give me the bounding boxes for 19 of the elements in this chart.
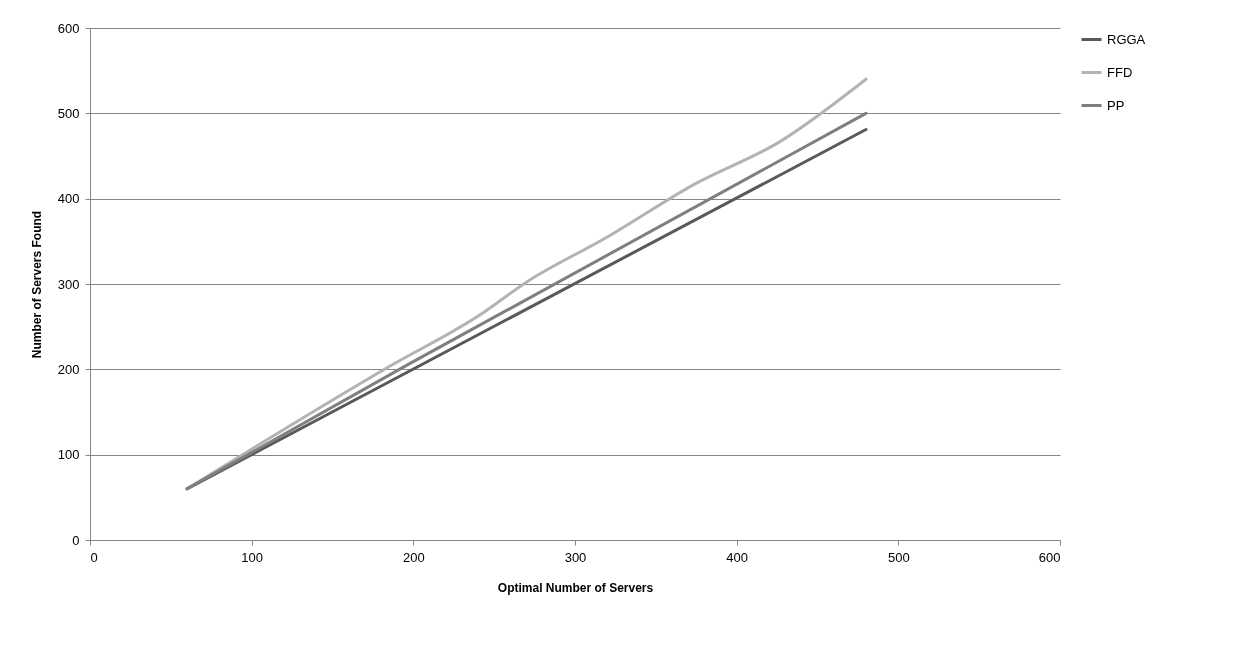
y-tick-label: 200 <box>57 361 80 377</box>
y-tick-label: 300 <box>57 276 80 292</box>
y-tick-label: 600 <box>57 20 80 36</box>
y-tick-label: 100 <box>57 447 80 463</box>
y-tick-label: 400 <box>57 191 80 207</box>
x-tick-label: 200 <box>402 549 425 565</box>
legend-label: PP <box>1107 97 1125 113</box>
x-tick-label: 100 <box>241 549 264 565</box>
x-axis-title: Optimal Number of Servers <box>497 580 654 595</box>
x-tick-label: 0 <box>90 549 98 565</box>
x-tick-label: 300 <box>564 549 587 565</box>
legend-label: FFD <box>1107 64 1133 80</box>
y-axis-title: Number of Servers Found <box>29 210 44 359</box>
x-tick-label: 600 <box>1038 549 1061 565</box>
y-tick-label: 500 <box>57 105 80 121</box>
y-tick-label: 0 <box>72 532 80 548</box>
x-tick-label: 400 <box>726 549 749 565</box>
x-tick-label: 500 <box>887 549 910 565</box>
legend-label: RGGA <box>1107 31 1146 47</box>
